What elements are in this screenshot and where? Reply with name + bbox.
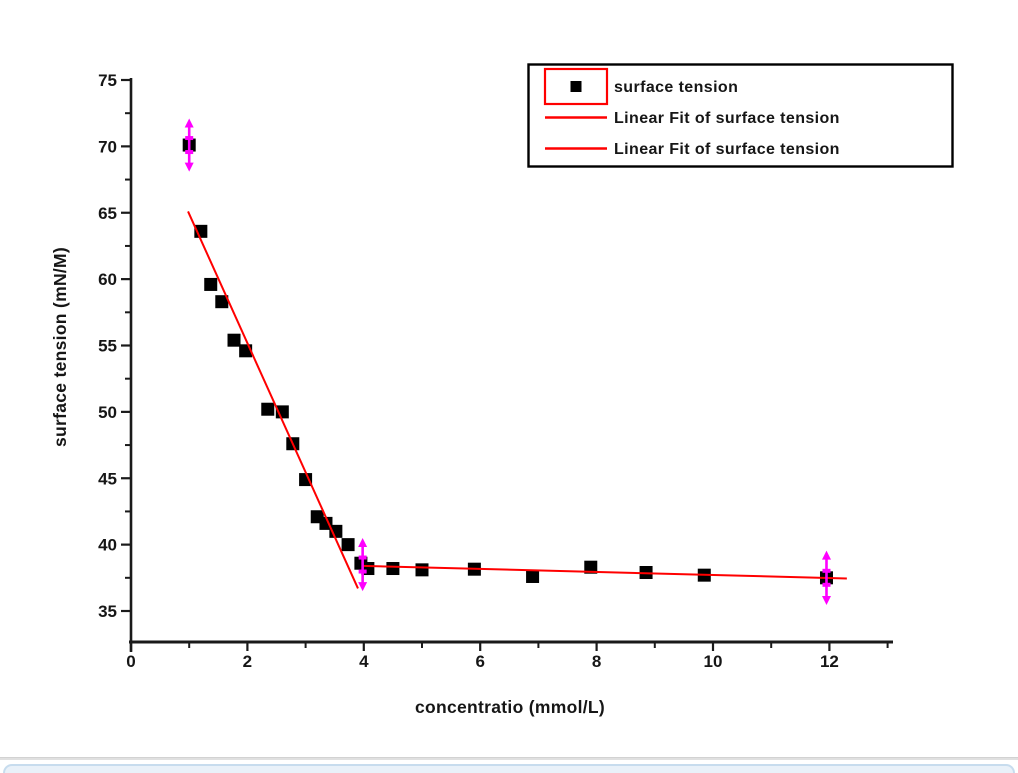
legend-marker-swatch bbox=[570, 81, 582, 92]
error-bar-arrowhead-down bbox=[821, 596, 831, 606]
x-tick-label: 4 bbox=[359, 652, 369, 671]
legend-entry-label: Linear Fit of surface tension bbox=[614, 141, 840, 158]
legend-entry-label: surface tension bbox=[614, 79, 738, 96]
error-bar bbox=[358, 537, 368, 592]
data-point bbox=[526, 569, 540, 583]
y-tick-label: 75 bbox=[98, 71, 117, 90]
legend-entry-label: Linear Fit of surface tension bbox=[614, 110, 840, 127]
x-tick-label: 0 bbox=[126, 652, 135, 671]
error-bar-arrowhead-up bbox=[821, 550, 831, 560]
error-bar bbox=[184, 118, 194, 172]
data-point bbox=[584, 560, 598, 574]
error-bar-cap bbox=[185, 150, 194, 155]
data-point bbox=[386, 562, 400, 576]
error-bar-cap bbox=[822, 568, 831, 573]
y-tick-label: 55 bbox=[98, 337, 117, 356]
data-point bbox=[341, 538, 355, 552]
y-tick-label: 45 bbox=[98, 469, 117, 488]
error-bar-arrowhead-down bbox=[184, 162, 194, 172]
y-tick-label: 40 bbox=[98, 536, 117, 555]
bottom-divider bbox=[0, 757, 1018, 760]
legend-entry: Linear Fit of surface tension bbox=[545, 141, 840, 158]
y-tick-label: 60 bbox=[98, 270, 117, 289]
legend-entry: surface tension bbox=[543, 67, 738, 106]
error-bar-arrowhead-down bbox=[358, 582, 368, 592]
x-tick-label: 8 bbox=[592, 652, 601, 671]
error-bar-arrowhead-up bbox=[358, 537, 368, 547]
error-bar-cap bbox=[358, 555, 367, 560]
bottom-panel-edge bbox=[3, 764, 1015, 773]
x-tick-label: 12 bbox=[820, 652, 839, 671]
x-tick-label: 10 bbox=[704, 652, 723, 671]
surface-tension-chart: 35 40 45 50 55 60 65 70 75 0 2 4 6 8 10 12 concentratio … bbox=[50, 63, 954, 717]
data-point bbox=[261, 402, 275, 416]
x-tick-label: 6 bbox=[475, 652, 484, 671]
error-bar bbox=[821, 550, 831, 606]
x-tick-label: 2 bbox=[243, 652, 252, 671]
y-tick-label: 50 bbox=[98, 403, 117, 422]
data-point bbox=[227, 333, 241, 347]
data-point bbox=[415, 563, 429, 577]
data-point bbox=[204, 277, 218, 291]
y-tick-label: 70 bbox=[98, 137, 117, 156]
data-point bbox=[215, 295, 229, 309]
fit-line bbox=[187, 211, 359, 589]
y-axis-title: surface tension (mN/M) bbox=[50, 247, 70, 447]
legend-highlight-box bbox=[543, 67, 609, 106]
data-point bbox=[329, 524, 343, 538]
legend: surface tension Linear Fit of surface ten… bbox=[527, 63, 954, 168]
error-bar-cap bbox=[822, 582, 831, 587]
y-tick-label: 65 bbox=[98, 204, 117, 223]
error-bar-arrowhead-up bbox=[184, 118, 194, 128]
x-axis-title: concentratio (mmol/L) bbox=[415, 697, 605, 717]
y-tick-label: 35 bbox=[98, 602, 117, 621]
fit-line bbox=[362, 564, 847, 580]
data-point bbox=[299, 473, 313, 487]
error-bar-cap bbox=[185, 136, 194, 141]
legend-entry: Linear Fit of surface tension bbox=[545, 110, 840, 127]
error-bar-cap bbox=[358, 569, 367, 574]
